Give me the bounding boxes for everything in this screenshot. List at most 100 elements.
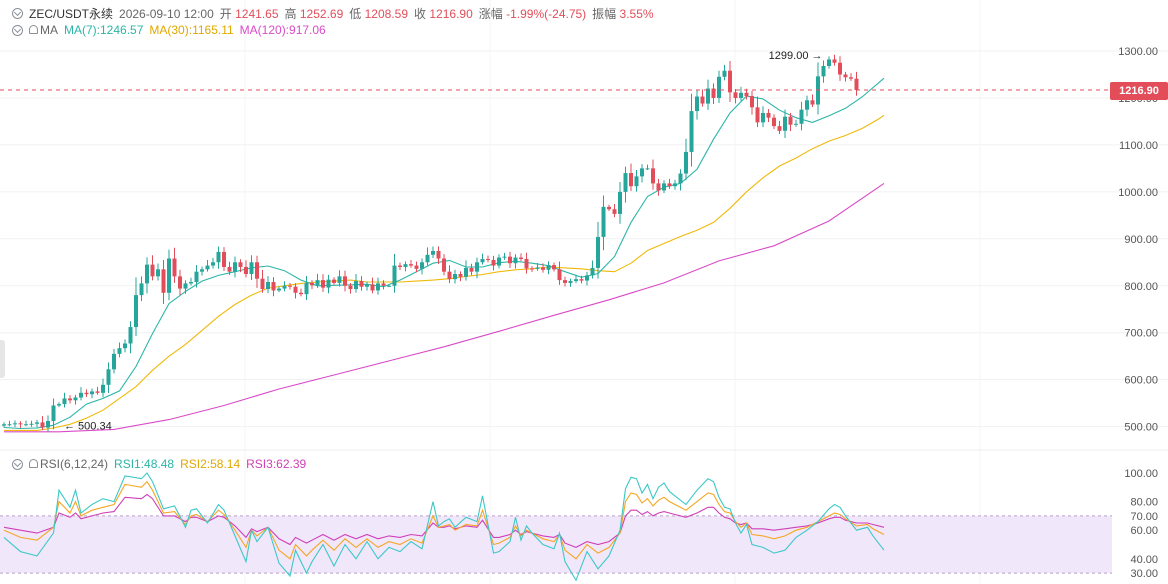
ohlc-header: ZEC/USDT永续 2026-09-10 12:00 开 1241.65 高 …: [12, 5, 654, 22]
candle: [513, 254, 518, 269]
candle: [711, 83, 716, 105]
side-panel-handle[interactable]: [0, 340, 5, 378]
candle: [849, 73, 853, 81]
candle-body: [189, 281, 193, 284]
candle: [326, 274, 331, 294]
candle-body: [414, 265, 419, 269]
candle: [90, 388, 94, 399]
candle: [222, 247, 226, 272]
candle: [596, 221, 600, 279]
candle: [458, 271, 463, 282]
collapse-chevron-icon[interactable]: [12, 8, 23, 19]
candle: [387, 284, 391, 288]
candle: [777, 120, 782, 135]
candle-body: [387, 285, 391, 287]
candle: [673, 179, 677, 190]
close-label: 收: [414, 7, 427, 21]
candle: [662, 180, 666, 194]
candle: [233, 256, 237, 278]
candle: [354, 273, 358, 293]
candle: [541, 263, 545, 273]
candle: [57, 402, 61, 408]
candle-body: [585, 275, 589, 281]
candle-body: [739, 92, 743, 98]
candle-body: [46, 420, 50, 428]
candle: [101, 378, 105, 398]
rsi-indicator-label[interactable]: RSI(6,12,24): [40, 457, 109, 471]
candle-body: [442, 258, 446, 272]
candle: [816, 62, 820, 115]
candle: [79, 387, 83, 401]
candle: [799, 101, 804, 131]
candle: [18, 421, 23, 428]
symbol-label[interactable]: ZEC/USDT永续: [29, 7, 114, 21]
candle: [667, 178, 672, 189]
collapse-chevron-icon[interactable]: [12, 24, 23, 36]
candle: [805, 95, 809, 117]
candle: [640, 164, 644, 183]
candle: [211, 257, 215, 269]
candle: [590, 260, 595, 279]
candle-body: [123, 343, 127, 349]
ma-indicator-label[interactable]: MA: [40, 23, 58, 37]
candle-body: [293, 286, 298, 293]
candle-body: [13, 423, 17, 425]
candle-body: [700, 96, 705, 104]
candles[interactable]: [2, 54, 859, 432]
alert-bell-icon[interactable]: [29, 459, 38, 468]
candle: [205, 259, 210, 272]
candle: [68, 395, 72, 404]
candle-body: [18, 423, 23, 425]
rsi1-legend: RSI1:48.48: [114, 457, 175, 471]
candle-body: [618, 191, 622, 214]
candle: [409, 259, 413, 268]
candle: [821, 60, 826, 83]
candle: [62, 392, 67, 408]
candle-body: [73, 397, 78, 401]
candle-body: [227, 266, 232, 272]
candle-body: [106, 369, 111, 385]
rsi-tick-label: 40.00: [1130, 554, 1158, 566]
collapse-chevron-icon[interactable]: [12, 458, 23, 470]
candle-body: [315, 280, 320, 286]
max-price-label: 1299.00 →: [769, 50, 823, 62]
candle-body: [150, 264, 155, 277]
candle-body: [447, 271, 452, 280]
candle: [40, 416, 45, 431]
candle-body: [348, 285, 353, 290]
candle-body: [464, 267, 468, 277]
candle: [381, 280, 386, 290]
candle: [772, 114, 776, 130]
change-label: 涨幅: [478, 7, 503, 21]
candle: [321, 274, 325, 292]
candle: [156, 263, 160, 281]
candle: [365, 281, 369, 291]
candle-body: [541, 267, 545, 270]
candle: [612, 203, 617, 218]
candle: [161, 259, 166, 304]
candle: [447, 265, 452, 284]
candle: [552, 262, 556, 272]
candle: [436, 246, 441, 264]
candle-body: [568, 281, 573, 283]
candle-body: [607, 206, 611, 210]
candle-body: [359, 281, 364, 287]
candle-body: [409, 264, 413, 266]
candle: [46, 415, 50, 432]
candle: [700, 89, 705, 107]
candle: [249, 255, 254, 280]
candle-body: [519, 257, 523, 259]
candle-body: [612, 209, 617, 214]
candle: [546, 261, 551, 275]
candle: [557, 261, 562, 285]
candle-body: [640, 168, 644, 177]
low-label: 低: [349, 7, 362, 21]
alert-bell-icon[interactable]: [29, 25, 38, 34]
candle-body: [673, 183, 677, 187]
candle: [574, 274, 578, 284]
candle-body: [684, 151, 688, 174]
candle: [337, 270, 342, 287]
candle-body: [546, 265, 551, 270]
